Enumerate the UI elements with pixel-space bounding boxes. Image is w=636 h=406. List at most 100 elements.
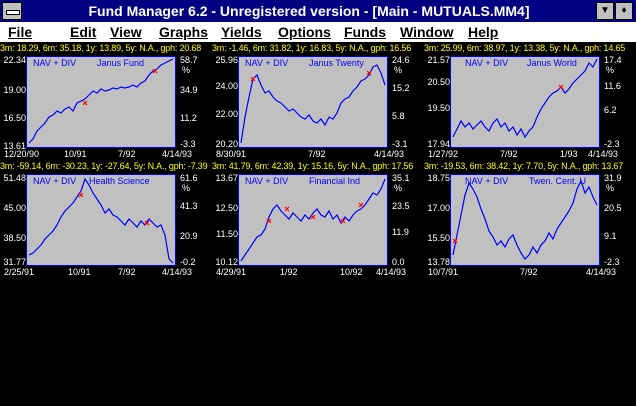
legend-fund-name: Twen. Cent. U — [529, 176, 587, 186]
x-label-2: 1/93 — [560, 149, 578, 159]
fund-stats: 3m: 41.79, 6m: 42.39, 1y: 15.16, 5y: N.A… — [212, 161, 414, 171]
nav-line-chart — [240, 178, 386, 262]
x-label-1: 7/92 — [520, 267, 538, 277]
menu-yields[interactable]: Yields — [221, 23, 262, 41]
legend-nav-div: NAV + DIV — [465, 176, 509, 186]
y-right-mid2: 9.1 — [604, 231, 617, 241]
y-left-mid1: 17.00 — [427, 203, 450, 213]
y-right-unit: % — [394, 183, 403, 193]
nav-line-chart — [240, 64, 386, 144]
menu-options-label: Options — [278, 24, 331, 40]
legend-fund-name: Health Science — [89, 176, 150, 186]
x-label-0: 2/25/91 — [4, 267, 35, 277]
x-label-1: 10/91 — [64, 149, 87, 159]
x-label-3: 4/14/93 — [162, 149, 193, 159]
fund-stats: 3m: -19.53, 6m: 38.42, 1y: 7.70, 5y: N.A… — [424, 161, 624, 171]
y-right-bottom: -0.2 — [180, 257, 196, 267]
legend-fund-name: Janus Fund — [97, 58, 145, 68]
x-label-1: 7/92 — [308, 149, 326, 159]
x-label-1: 1/92 — [280, 267, 298, 277]
y-left-top: 25.96 — [215, 55, 238, 65]
legend-nav-div: NAV + DIV — [465, 58, 509, 68]
legend-fund-name: Janus Twenty — [309, 58, 364, 68]
y-left-top: 21.57 — [427, 55, 450, 65]
menu-view[interactable]: View — [110, 23, 142, 41]
nav-line-chart — [452, 179, 598, 260]
y-left-top: 51.48 — [3, 173, 26, 183]
system-menu-button[interactable] — [2, 2, 22, 20]
nav-line-chart — [28, 177, 174, 264]
y-right-mid1: 20.5 — [604, 203, 622, 213]
y-right-mid2: 20.9 — [180, 231, 198, 241]
menu-edit[interactable]: Edit — [70, 23, 96, 41]
y-right-top: 17.4 — [604, 55, 622, 65]
x-label-0: 10/7/91 — [428, 267, 459, 277]
fund-graph-janus-fund[interactable]: 3m: 18.29, 6m: 35.18, 1y: 13.89, 5y: N.A… — [0, 43, 210, 161]
x-label-0: 4/29/91 — [216, 267, 247, 277]
y-left-mid1: 19.00 — [3, 85, 26, 95]
plot-area[interactable]: NAV + DIV Janus World — [450, 56, 600, 148]
nav-line-chart — [452, 58, 598, 139]
y-left-bottom: 17.94 — [427, 139, 450, 149]
x-label-1: 10/91 — [68, 267, 91, 277]
y-right-unit: % — [182, 183, 191, 193]
legend-fund-name: Financial Ind — [309, 176, 361, 186]
menu-funds[interactable]: Funds — [344, 23, 386, 41]
y-left-mid2: 16.50 — [3, 113, 26, 123]
y-right-mid1: 41.3 — [180, 201, 198, 211]
plot-area[interactable]: NAV + DIV Twen. Cent. U — [450, 174, 600, 266]
y-left-mid2: 15.50 — [427, 233, 450, 243]
minimize-button[interactable]: ▼ — [596, 2, 614, 20]
fund-graph-health-science[interactable]: 3m: -59.14, 6m: -30.23, 1y: -27.64, 5y: … — [0, 161, 210, 279]
legend-fund-name: Janus World — [527, 58, 577, 68]
plot-area[interactable]: NAV + DIV Health Science — [26, 174, 176, 266]
fund-graph-twen-cent-u[interactable]: 3m: -19.53, 6m: 38.42, 1y: 7.70, 5y: N.A… — [424, 161, 634, 279]
restore-button[interactable]: ♦ — [615, 2, 633, 20]
y-right-unit: % — [606, 65, 615, 75]
x-label-2: 7/92 — [118, 149, 136, 159]
x-label-3: 4/14/93 — [376, 267, 407, 277]
y-right-top: 58.7 — [180, 55, 198, 65]
y-left-mid1: 20.50 — [427, 77, 450, 87]
fund-graph-janus-twenty[interactable]: 3m: -1.46, 6m: 31.82, 1y: 16.83, 5y: N.A… — [212, 43, 422, 161]
y-left-mid2: 22.00 — [215, 109, 238, 119]
y-left-top: 13.67 — [215, 173, 238, 183]
x-label-0: 12/20/90 — [4, 149, 40, 159]
y-right-bottom: -2.3 — [604, 257, 620, 267]
x-label-2: 10/92 — [340, 267, 363, 277]
fund-stats: 3m: 25.99, 6m: 38.97, 1y: 13.38, 5y: N.A… — [424, 43, 626, 53]
menu-edit-label: Edit — [70, 24, 97, 40]
y-left-bottom: 13.78 — [427, 257, 450, 267]
menu-graphs[interactable]: Graphs — [159, 23, 208, 41]
y-right-top: 61.6 — [180, 173, 198, 183]
plot-area[interactable]: NAV + DIV Financial Ind — [238, 174, 388, 266]
y-right-top: 31.9 — [604, 173, 622, 183]
window-title: Fund Manager 6.2 - Unregistered version … — [88, 3, 530, 19]
menu-file[interactable]: File — [8, 23, 32, 41]
title-bar: Fund Manager 6.2 - Unregistered version … — [0, 0, 636, 23]
y-right-unit: % — [394, 65, 403, 75]
fund-graph-janus-world[interactable]: 3m: 25.99, 6m: 38.97, 1y: 13.38, 5y: N.A… — [424, 43, 634, 161]
y-right-bottom: -2.3 — [604, 139, 620, 149]
menu-options[interactable]: Options — [278, 23, 331, 41]
y-right-mid1: 11.6 — [604, 81, 621, 91]
y-right-mid1: 23.5 — [392, 201, 410, 211]
menu-help[interactable]: Help — [468, 23, 498, 41]
y-right-top: 35.1 — [392, 173, 410, 183]
menu-bar: File Edit View Graphs Yields Options Fun… — [0, 22, 636, 43]
x-label-2: 4/14/93 — [586, 267, 617, 277]
y-left-top: 18.75 — [427, 173, 450, 183]
y-right-mid2: 11.2 — [180, 113, 197, 123]
y-right-bottom: -3.3 — [180, 139, 196, 149]
menu-file-label: File — [8, 24, 33, 40]
y-right-bottom: 0.0 — [392, 257, 405, 267]
plot-area[interactable]: NAV + DIV Janus Twenty — [238, 56, 388, 148]
y-right-mid2: 6.2 — [604, 105, 617, 115]
menu-window[interactable]: Window — [400, 23, 454, 41]
fund-graph-financial-ind[interactable]: 3m: 41.79, 6m: 42.39, 1y: 15.16, 5y: N.A… — [212, 161, 422, 279]
plot-area[interactable]: NAV + DIV Janus Fund — [26, 56, 176, 148]
fund-stats: 3m: -1.46, 6m: 31.82, 1y: 16.83, 5y: N.A… — [212, 43, 412, 53]
legend-nav-div: NAV + DIV — [33, 58, 77, 68]
y-left-mid2: 38.50 — [3, 233, 26, 243]
menu-help-label: Help — [468, 24, 499, 40]
